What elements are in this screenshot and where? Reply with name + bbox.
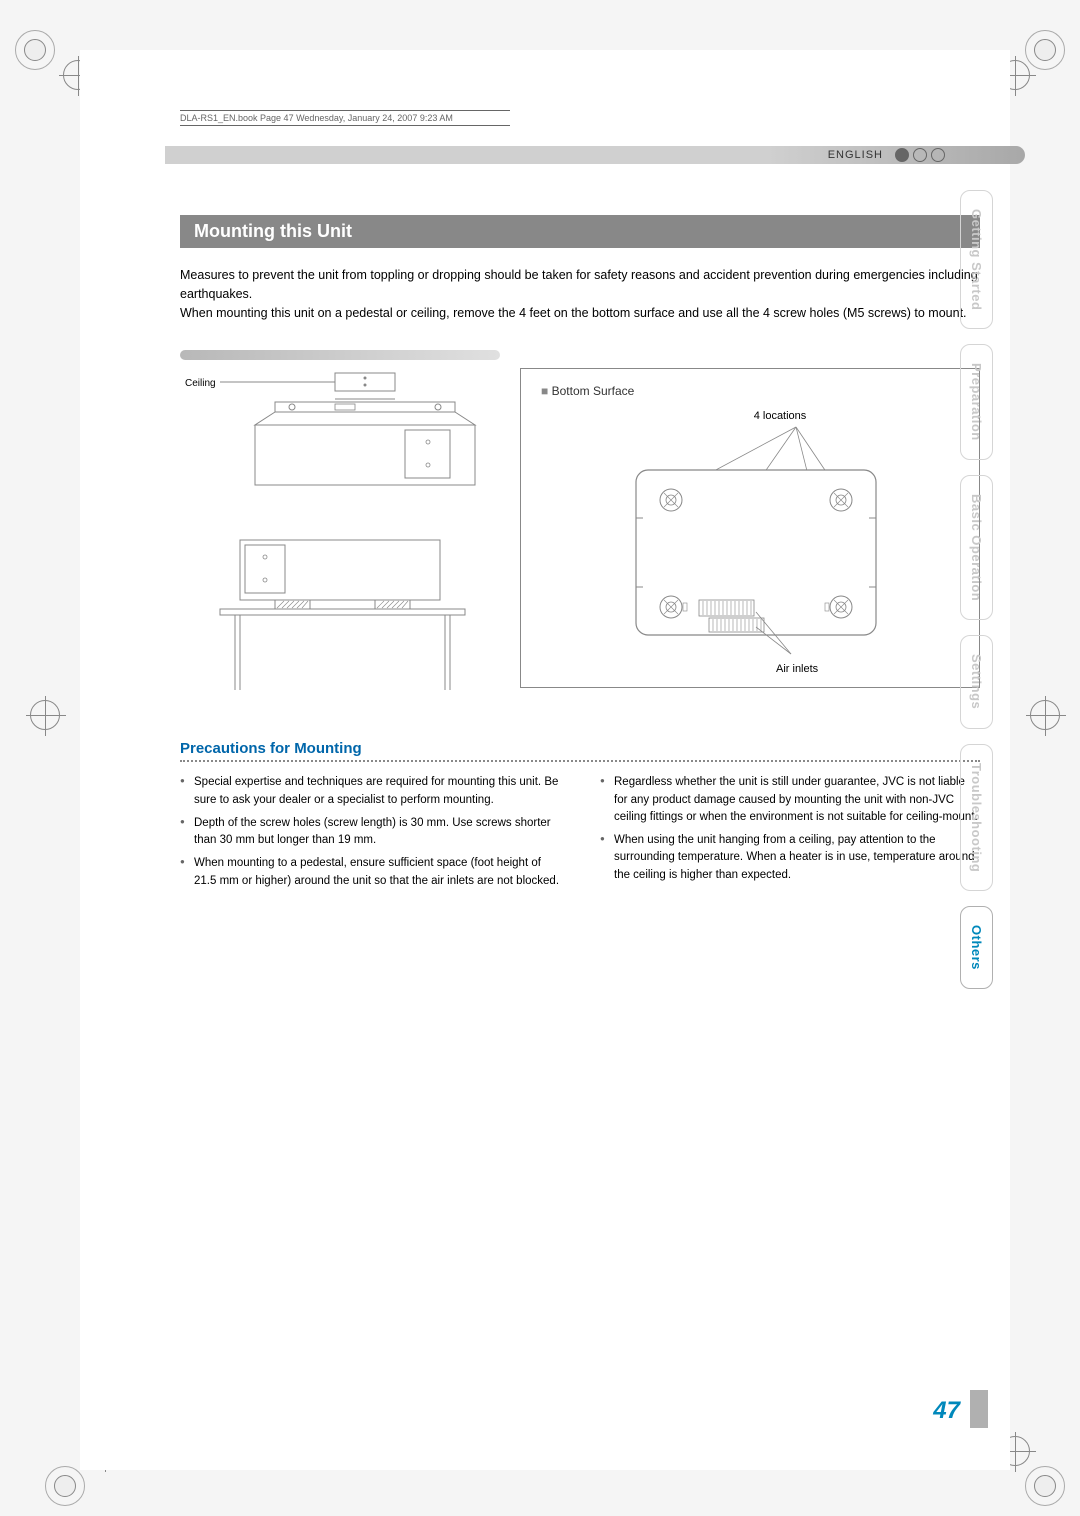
lang-dot-icon — [913, 148, 927, 162]
section-title: Mounting this Unit — [194, 221, 966, 242]
intro-p1: Measures to prevent the unit from toppli… — [180, 266, 980, 304]
bottom-surface-svg — [541, 422, 961, 662]
crop-mark-icon — [15, 30, 55, 70]
tab-basic-operation[interactable]: Basic Operation — [960, 475, 993, 620]
diagram-divider — [180, 350, 500, 360]
page-number: 47 — [933, 1397, 960, 1425]
bottom-surface-box: Bottom Surface 4 locations — [520, 368, 980, 688]
pedestal-svg — [180, 535, 500, 695]
lang-dot-icon — [895, 148, 909, 162]
tab-settings[interactable]: Settings — [960, 635, 993, 728]
page-number-bar — [970, 1390, 988, 1428]
bullet-item: Special expertise and techniques are req… — [180, 774, 560, 809]
tab-others[interactable]: Others — [960, 906, 993, 989]
lang-dot-icon — [931, 148, 945, 162]
intro-p2: When mounting this unit on a pedestal or… — [180, 304, 980, 323]
book-header: DLA-RS1_EN.book Page 47 Wednesday, Janua… — [180, 110, 510, 126]
bullet-item: When mounting to a pedestal, ensure suff… — [180, 855, 560, 890]
crop-mark-icon — [1025, 30, 1065, 70]
language-label: ENGLISH — [828, 149, 883, 161]
crop-mark-icon — [45, 1466, 85, 1506]
dotted-divider — [180, 760, 980, 762]
content-area: Mounting this Unit Measures to prevent t… — [180, 215, 980, 896]
crop-register-icon — [30, 700, 60, 730]
ceiling-mount-svg — [180, 370, 500, 510]
subsection-title: Precautions for Mounting — [180, 740, 980, 757]
section-title-bar: Mounting this Unit — [180, 215, 980, 248]
tab-getting-started[interactable]: Getting Started — [960, 190, 993, 329]
side-tabs: Getting Started Preparation Basic Operat… — [960, 190, 1000, 1004]
pedestal-diagram — [180, 535, 500, 695]
intro-text: Measures to prevent the unit from toppli… — [180, 266, 980, 322]
tab-preparation[interactable]: Preparation — [960, 344, 993, 460]
crop-mark-icon — [1025, 1466, 1065, 1506]
bullet-item: Regardless whether the unit is still und… — [600, 774, 980, 826]
tab-troubleshooting[interactable]: Troubleshooting — [960, 744, 993, 891]
language-bar: ENGLISH — [165, 146, 1025, 164]
bottom-surface-title: Bottom Surface — [541, 384, 959, 398]
ceiling-diagram: Ceiling — [180, 370, 500, 510]
precautions-left-col: Special expertise and techniques are req… — [180, 774, 560, 896]
air-inlets-label: Air inlets — [776, 663, 818, 675]
language-dots — [895, 148, 945, 162]
locations-label: 4 locations — [601, 410, 959, 422]
ceiling-label: Ceiling — [185, 378, 216, 389]
precautions-columns: Special expertise and techniques are req… — [180, 774, 980, 896]
precautions-right-col: Regardless whether the unit is still und… — [600, 774, 980, 896]
diagram-area: Ceiling — [180, 350, 980, 705]
crop-register-icon — [1030, 700, 1060, 730]
page-container: DLA-RS1_EN.book Page 47 Wednesday, Janua… — [80, 50, 1010, 1470]
bullet-item: Depth of the screw holes (screw length) … — [180, 815, 560, 850]
bullet-item: When using the unit hanging from a ceili… — [600, 832, 980, 884]
